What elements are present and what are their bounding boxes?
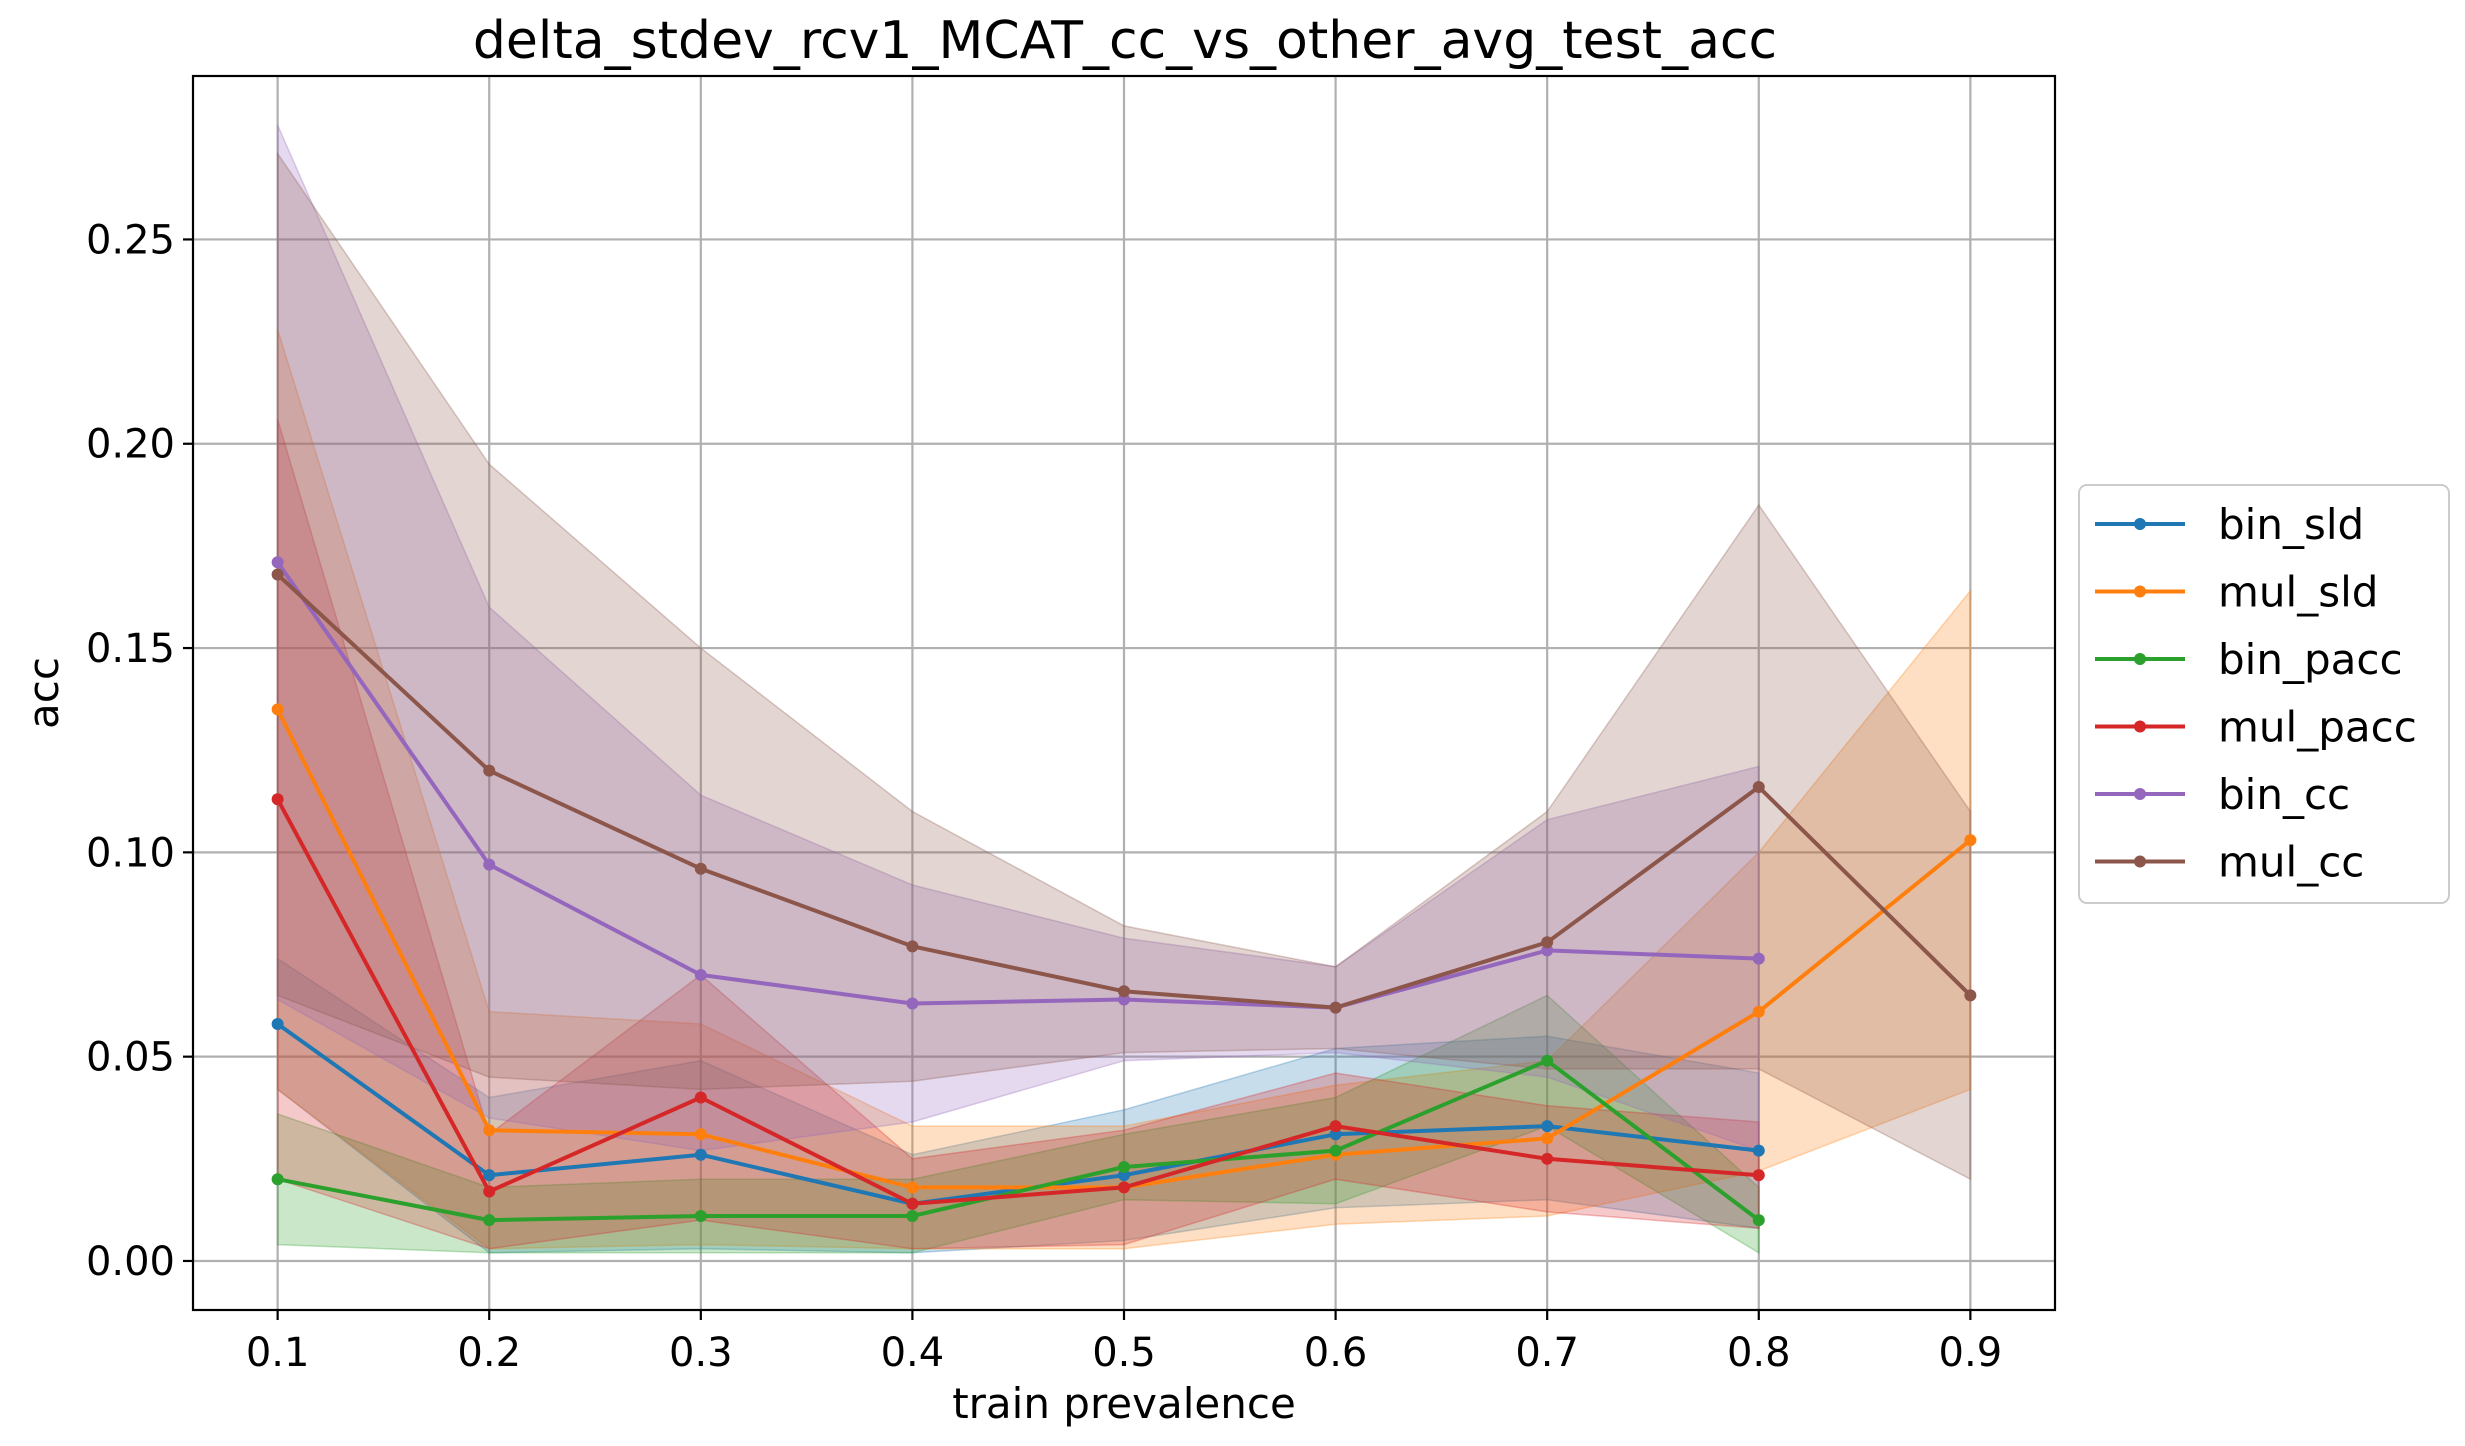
legend-marker-mul-pacc xyxy=(2134,720,2146,733)
mul-pacc-point xyxy=(1541,1152,1554,1165)
bin-pacc-point xyxy=(1752,1214,1765,1227)
mul-pacc-point xyxy=(906,1197,919,1210)
mul-cc-point xyxy=(483,764,496,777)
legend-marker-bin-cc xyxy=(2134,788,2146,800)
bin-pacc-line xyxy=(277,1058,1761,1223)
mul-cc-point xyxy=(694,862,707,875)
bin-pacc-point xyxy=(906,1210,919,1223)
mul-sld-point xyxy=(271,703,284,716)
mul-sld-point xyxy=(483,1124,496,1137)
y-axis-label: acc xyxy=(19,657,68,729)
mul-cc-point xyxy=(1118,985,1130,998)
bin-sld-band xyxy=(276,957,1760,1254)
x-tick-label: 0.2 xyxy=(457,1330,521,1376)
legend-marker-bin-pacc xyxy=(2134,653,2146,665)
x-tick-label: 0.1 xyxy=(246,1330,310,1376)
mul-cc-point xyxy=(1541,936,1554,949)
series-lines xyxy=(271,556,1977,1227)
plot-frame xyxy=(191,74,2057,1312)
mul-cc-point xyxy=(271,568,284,581)
y-tick-label: 0.20 xyxy=(86,422,175,468)
bin-pacc-point xyxy=(1118,1160,1130,1173)
y-tick-label: 0.25 xyxy=(86,217,175,263)
legend-label-bin-pacc: bin_pacc xyxy=(2218,635,2403,684)
bin-pacc-point xyxy=(694,1210,707,1223)
bin-cc-point xyxy=(906,997,919,1010)
legend-marker-mul-sld xyxy=(2134,585,2146,598)
bin-sld-point xyxy=(1752,1144,1765,1157)
grid-lines xyxy=(193,76,2055,1310)
mul-pacc-point xyxy=(1752,1169,1765,1182)
mul-cc-point xyxy=(1964,989,1977,1002)
mul-pacc-point xyxy=(1118,1181,1130,1194)
x-tick-label: 0.5 xyxy=(1092,1330,1156,1376)
mul-cc-band xyxy=(276,151,1972,1181)
chart-title: delta_stdev_rcv1_MCAT_cc_vs_other_avg_te… xyxy=(473,11,1777,71)
legend-label-bin-sld: bin_sld xyxy=(2218,500,2364,549)
x-tick-label: 0.6 xyxy=(1304,1330,1368,1376)
bin-pacc-point xyxy=(483,1214,496,1227)
bin-cc-line xyxy=(275,561,1759,1010)
legend-label-mul-cc: mul_cc xyxy=(2218,838,2364,887)
bin-pacc-point xyxy=(271,1173,284,1186)
bin-sld-point xyxy=(1541,1120,1554,1133)
mul-pacc-point xyxy=(694,1091,707,1104)
legend-marker-mul-cc xyxy=(2134,855,2146,868)
legend-label-mul-pacc: mul_pacc xyxy=(2218,703,2417,752)
mul-sld-band xyxy=(276,329,1972,1250)
x-tick-label: 0.4 xyxy=(881,1330,945,1376)
bin-cc-point xyxy=(1752,952,1765,965)
mul-sld-point xyxy=(1752,1005,1765,1018)
axis-ticks: 0.1 0.2 0.3 0.4 0.5 0.6 0.7 0.8 0.9 0.00 0.05 0.10 0… xyxy=(86,217,2002,1376)
x-tick-label: 0.7 xyxy=(1515,1330,1579,1376)
y-tick-label: 0.10 xyxy=(86,830,175,876)
bin-cc-point xyxy=(271,556,284,569)
mul-pacc-point xyxy=(1329,1120,1342,1133)
mul-cc-point xyxy=(906,940,919,953)
y-tick-label: 0.05 xyxy=(86,1035,175,1081)
bin-sld-point xyxy=(483,1169,496,1182)
x-tick-label: 0.3 xyxy=(669,1330,733,1376)
legend-label-bin-cc: bin_cc xyxy=(2218,770,2350,819)
mul-sld-point xyxy=(694,1128,707,1141)
mul-pacc-point xyxy=(483,1185,496,1198)
legend-marker-bin-sld xyxy=(2134,518,2146,530)
mul-pacc-band xyxy=(276,418,1760,1250)
mul-pacc-line xyxy=(275,798,1759,1206)
legend-label-mul-sld: mul_sld xyxy=(2218,568,2378,617)
bin-sld-point xyxy=(271,1017,284,1030)
mul-sld-point xyxy=(1541,1132,1554,1145)
mul-sld-point xyxy=(1964,834,1977,847)
x-tick-label: 0.9 xyxy=(1939,1330,2003,1376)
x-tick-label: 0.8 xyxy=(1727,1330,1791,1376)
bin-cc-point xyxy=(694,968,707,981)
mul-cc-point xyxy=(1752,780,1765,793)
bin-pacc-point xyxy=(1329,1144,1342,1157)
mul-sld-point xyxy=(906,1181,919,1194)
mul-cc-point xyxy=(1329,1001,1342,1014)
mul-pacc-point xyxy=(271,793,284,806)
bin-pacc-band xyxy=(276,994,1760,1255)
x-axis-label: train prevalence xyxy=(952,1379,1296,1428)
bin-pacc-point xyxy=(1541,1054,1554,1067)
y-tick-label: 0.00 xyxy=(86,1239,175,1285)
bin-sld-point xyxy=(694,1148,707,1161)
bin-cc-point xyxy=(483,858,496,871)
legend: bin_sld mul_sld bin_pacc mul_pacc bin_cc mul_… xyxy=(2078,484,2450,904)
y-tick-label: 0.15 xyxy=(86,626,175,672)
